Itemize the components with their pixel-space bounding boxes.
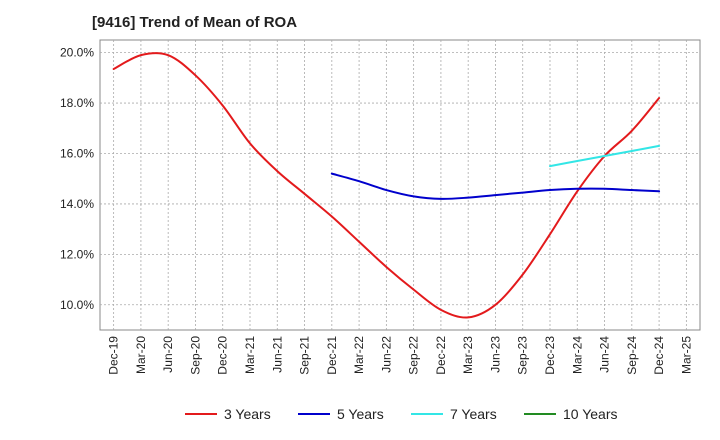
x-tick-label: Jun-24 [598,336,612,373]
y-tick-label: 18.0% [60,96,94,110]
series-line-5-years [330,172,661,200]
series-line-3-years [112,52,661,319]
x-tick-label: Jun-22 [379,336,393,373]
x-tick-label: Mar-22 [352,336,366,374]
y-tick-label: 20.0% [60,46,94,60]
x-tick-label: Sep-23 [516,336,530,375]
series-line-7-years [549,144,661,168]
y-tick-label: 12.0% [60,247,94,261]
legend-label-3-years: 3 Years [224,406,271,422]
x-tick-label: Mar-20 [134,336,148,374]
y-tick-label: 14.0% [60,197,94,211]
chart-title: [9416] Trend of Mean of ROA [92,14,298,31]
x-tick-label: Mar-23 [461,336,475,374]
x-tick-label: Dec-24 [652,336,666,375]
x-tick-label: Dec-20 [216,336,230,375]
x-tick-label: Mar-24 [570,336,584,374]
x-tick-label: Mar-21 [243,336,257,374]
legend-label-10-years: 10 Years [563,406,618,422]
x-tick-label: Sep-20 [188,336,202,375]
plot-area [99,39,701,331]
x-tick-label: Sep-22 [407,336,421,375]
x-tick-label: Jun-23 [488,336,502,373]
legend-label-7-years: 7 Years [450,406,497,422]
x-tick-label: Dec-21 [325,336,339,375]
x-tick-label: Dec-23 [543,336,557,375]
x-tick-label: Sep-24 [625,336,639,375]
y-tick-label: 10.0% [60,298,94,312]
x-tick-label: Jun-20 [161,336,175,373]
y-tick-label: 16.0% [60,146,94,160]
x-tick-label: Sep-21 [298,336,312,375]
x-tick-label: Mar-25 [679,336,693,374]
legend-label-5-years: 5 Years [337,406,384,422]
x-tick-label: Dec-19 [107,336,121,375]
x-tick-label: Dec-22 [434,336,448,375]
x-tick-label: Jun-21 [270,336,284,373]
